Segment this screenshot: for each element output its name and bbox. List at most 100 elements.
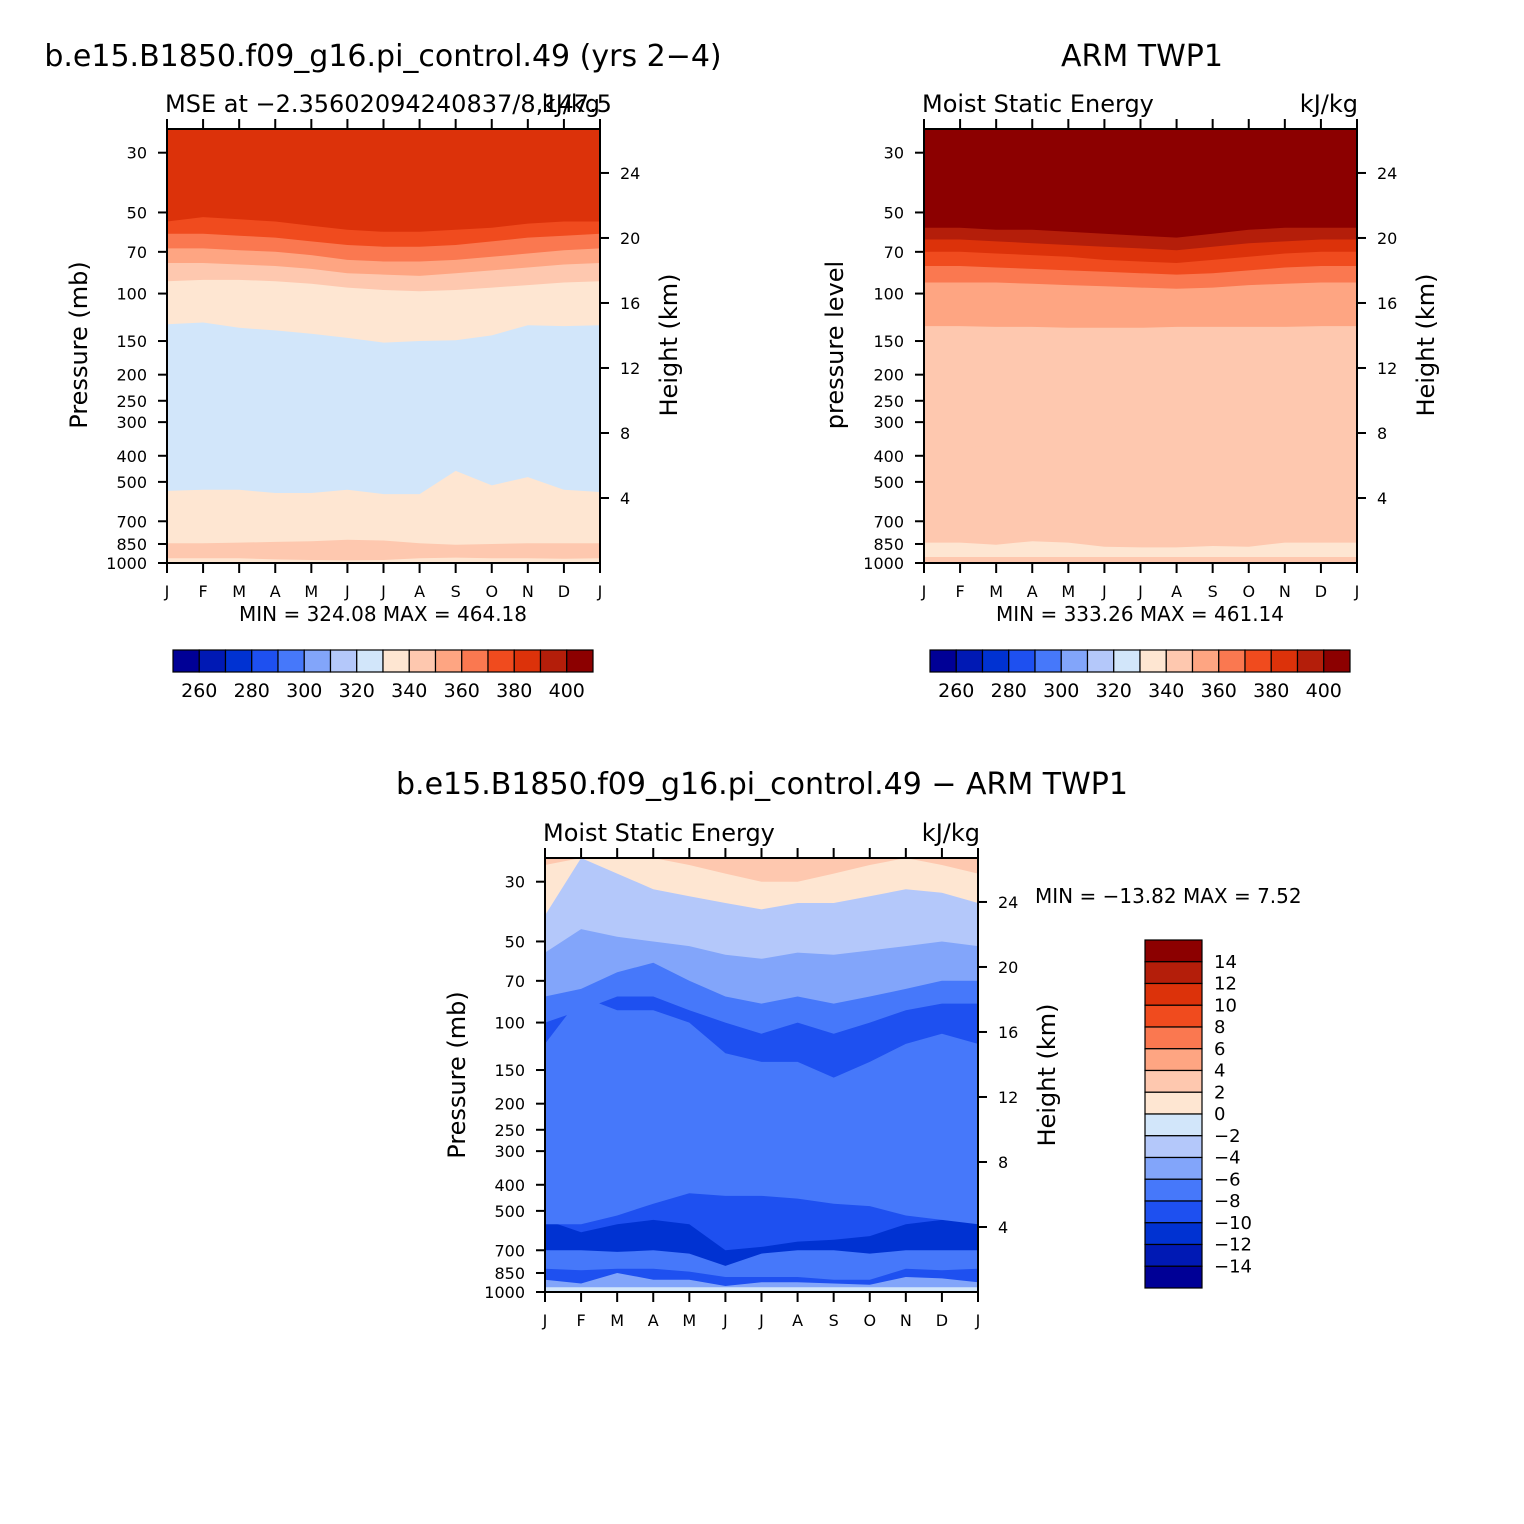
height-tick-label: 4	[998, 1218, 1008, 1237]
pressure-tick-label: 30	[884, 144, 904, 163]
pressure-tick-label: 500	[494, 1202, 525, 1221]
month-tick-label: J	[921, 582, 927, 601]
pressure-tick-label: 250	[873, 392, 904, 411]
model-title: b.e15.B1850.f09_g16.pi_control.49 (yrs 2…	[44, 39, 721, 74]
colorbar-box	[1191, 649, 1220, 673]
pressure-tick-label: 50	[884, 203, 904, 222]
colorbar-label: 300	[286, 680, 322, 702]
pressure-tick-label: 70	[127, 243, 147, 262]
colorbar-label: −14	[1214, 1256, 1252, 1277]
pressure-tick-label: 150	[873, 332, 904, 351]
pressure-tick-label: 100	[494, 1014, 525, 1033]
diff-y2-axis-label: Height (km)	[1033, 1004, 1061, 1147]
model-min-max: MIN = 324.08 MAX = 464.18	[239, 602, 527, 626]
obs-y-axis-label: pressure level	[821, 261, 849, 429]
colorbar-box	[1144, 939, 1203, 963]
colorbar-box	[1144, 982, 1203, 1006]
obs-left-label: Moist Static Energy	[922, 90, 1154, 118]
pressure-tick-label: 70	[505, 972, 525, 991]
height-tick-label: 16	[998, 1023, 1018, 1042]
contour-band	[167, 129, 600, 232]
month-tick-label: O	[485, 582, 498, 601]
obs-units-label: kJ/kg	[1300, 90, 1358, 118]
month-tick-label: S	[829, 1311, 839, 1330]
colorbar-box	[1144, 1156, 1203, 1180]
pressure-tick-label: 150	[116, 332, 147, 351]
colorbar-box	[1144, 1135, 1203, 1159]
model-y-axis-label: Pressure (mb)	[65, 261, 93, 428]
colorbar-box	[1144, 961, 1203, 985]
pressure-tick-label: 30	[505, 873, 525, 892]
colorbar-box	[434, 649, 463, 673]
pressure-tick-label: 1000	[106, 554, 147, 573]
colorbar-label: 8	[1214, 1017, 1225, 1038]
pressure-tick-label: 70	[884, 243, 904, 262]
colorbar-label: 260	[181, 680, 217, 702]
colorbar-label: 14	[1214, 952, 1237, 973]
model-colorbar: 260 280 300 320 340 360 380 400	[172, 649, 594, 702]
month-tick-label: A	[1171, 582, 1182, 601]
colorbar-label: 400	[549, 680, 585, 702]
colorbar-box	[224, 649, 253, 673]
colorbar-box	[1144, 1091, 1203, 1115]
pressure-tick-label: 300	[873, 413, 904, 432]
height-tick-label: 20	[620, 229, 640, 248]
height-tick-label: 16	[620, 294, 640, 313]
pressure-tick-label: 50	[505, 932, 525, 951]
pressure-tick-label: 100	[116, 285, 147, 304]
colorbar-box	[1139, 649, 1167, 673]
month-tick-label: J	[1354, 582, 1360, 601]
month-tick-label: J	[975, 1311, 981, 1330]
pressure-tick-label: 700	[494, 1241, 525, 1260]
pressure-tick-label: 1000	[863, 554, 904, 573]
obs-min-max: MIN = 333.26 MAX = 461.14	[996, 602, 1284, 626]
colorbar-label: −12	[1214, 1235, 1252, 1256]
colorbar-box	[539, 649, 568, 673]
month-tick-label: D	[936, 1311, 948, 1330]
colorbar-box	[1008, 649, 1036, 673]
colorbar-box	[1144, 1265, 1203, 1289]
pressure-tick-label: 250	[116, 392, 147, 411]
contour-band	[545, 858, 978, 882]
month-tick-label: J	[380, 582, 386, 601]
colorbar-box	[172, 649, 200, 673]
colorbar-label: 2	[1214, 1082, 1225, 1103]
model-contour-plot: J F M A M J J A S O N D J 30 50 70 100 150 200 250 300 400 500…	[106, 119, 640, 601]
obs-title: ARM TWP1	[1061, 39, 1223, 74]
height-tick-label: 8	[1377, 424, 1387, 443]
colorbar-label: −4	[1214, 1148, 1241, 1169]
month-tick-label: M	[232, 582, 246, 601]
month-tick-label: M	[304, 582, 318, 601]
pressure-tick-label: 700	[116, 512, 147, 531]
model-units-label: kJ/kg	[542, 90, 600, 118]
colorbar-label: 380	[1253, 680, 1289, 702]
month-tick-label: S	[1208, 582, 1218, 601]
pressure-tick-label: 300	[494, 1142, 525, 1161]
pressure-tick-label: 200	[116, 366, 147, 385]
colorbar-box	[303, 649, 332, 673]
height-tick-label: 20	[1377, 229, 1397, 248]
month-tick-label: S	[451, 582, 461, 601]
colorbar-box	[329, 649, 358, 673]
height-tick-label: 8	[620, 424, 630, 443]
colorbar-box	[1144, 1222, 1203, 1246]
pressure-tick-label: 30	[127, 144, 147, 163]
colorbar-box	[955, 649, 984, 673]
colorbar-label: 400	[1306, 680, 1342, 702]
colorbar-box	[1296, 649, 1325, 673]
diff-units-label: kJ/kg	[922, 819, 980, 847]
month-tick-label: M	[610, 1311, 624, 1330]
month-tick-label: D	[1315, 582, 1327, 601]
pressure-tick-label: 400	[873, 447, 904, 466]
month-tick-label: N	[1279, 582, 1291, 601]
obs-contour-plot: J F M A M J J A S O N D J 30 50 70 100 150 200 250 300 400 500…	[863, 119, 1397, 601]
diff-contour-plot: J F M A M J J A S O N D J 30 50 70 100 150 200 250 300 400 500…	[484, 848, 1018, 1330]
month-tick-label: A	[648, 1311, 659, 1330]
colorbar-label: 320	[339, 680, 375, 702]
month-tick-label: F	[576, 1311, 585, 1330]
month-tick-label: J	[164, 582, 170, 601]
colorbar-label: −6	[1214, 1169, 1241, 1190]
colorbar-label: 280	[991, 680, 1027, 702]
colorbar-box	[461, 649, 489, 673]
